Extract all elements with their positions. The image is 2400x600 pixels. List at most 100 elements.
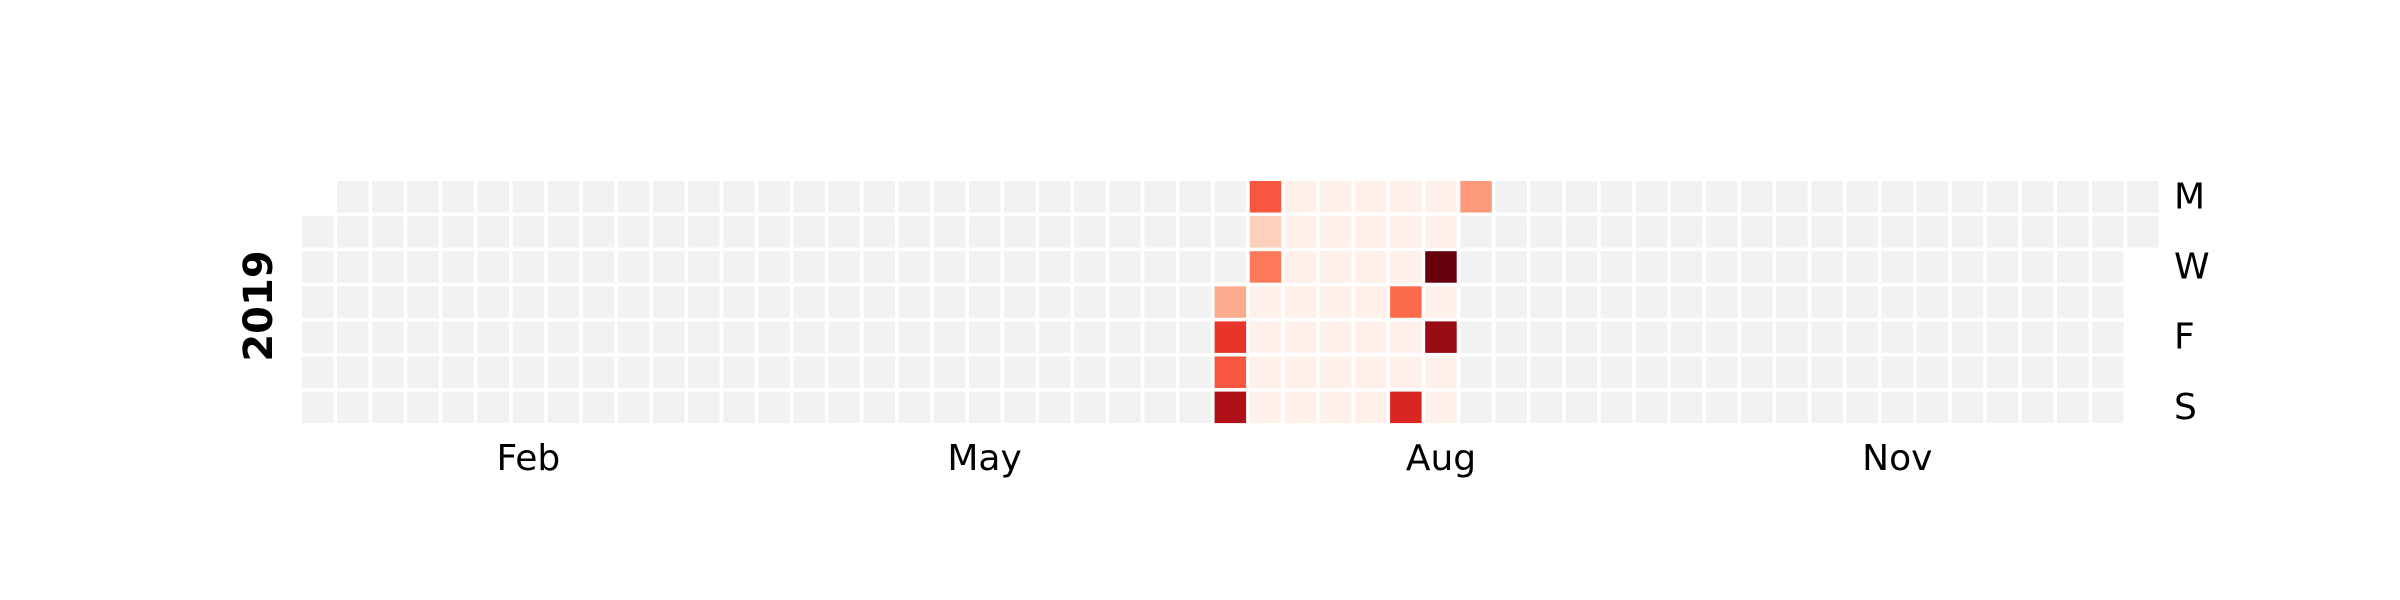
calendar-cell <box>1319 321 1352 353</box>
calendar-cell <box>1425 286 1457 318</box>
calendar-cell <box>442 391 474 424</box>
calendar-cell <box>1811 181 1843 213</box>
calendar-cell <box>933 286 966 318</box>
calendar-cell <box>863 286 896 318</box>
calendar-cell <box>863 181 896 213</box>
calendar-cell <box>1986 286 2019 318</box>
calendar-cell <box>653 356 685 388</box>
calendar-cell <box>582 251 615 283</box>
calendar-cell <box>1004 356 1036 388</box>
calendar-cell <box>1846 286 1878 318</box>
calendar-cell <box>582 216 615 248</box>
calendar-cell <box>617 286 650 318</box>
calendar-cell <box>968 216 1001 248</box>
calendar-cell <box>2021 216 2054 248</box>
calendar-cell <box>2021 251 2054 283</box>
calendar-cell <box>1600 321 1633 353</box>
calendar-cell <box>1530 356 1562 388</box>
calendar-cell <box>1881 251 1913 283</box>
calendar-cell <box>2057 321 2089 353</box>
month-label: May <box>947 438 1021 479</box>
calendar-cell <box>1284 251 1317 283</box>
calendar-cell <box>2021 391 2054 424</box>
calendar-cell <box>1670 286 1703 318</box>
calendar-cell <box>1355 321 1387 353</box>
calendar-cell <box>723 321 755 353</box>
calendar-cell <box>1249 356 1282 388</box>
calendar-cell <box>688 356 720 388</box>
calendar-cell <box>1881 321 1913 353</box>
calendar-cell <box>2127 216 2159 248</box>
calendar-cell <box>2092 216 2124 248</box>
calendar-cell <box>2021 321 2054 353</box>
calendar-cell <box>2092 356 2124 388</box>
calendar-cell <box>723 216 755 248</box>
calendar-cell <box>1635 216 1668 248</box>
calendar-cell <box>1074 251 1106 283</box>
calendar-cell <box>1881 181 1913 213</box>
calendar-cell <box>617 216 650 248</box>
calendar-cell <box>1144 251 1176 283</box>
calendar-cell <box>828 356 860 388</box>
calendar-cell <box>2092 286 2124 318</box>
calendar-cell <box>1635 181 1668 213</box>
calendar-cell <box>828 251 860 283</box>
calendar-cell <box>547 391 580 424</box>
calendar-cell <box>1741 286 1773 318</box>
calendar-cell <box>1355 356 1387 388</box>
calendar-cell <box>1635 251 1668 283</box>
calendar-cell <box>407 286 439 318</box>
calendar-cell <box>512 251 545 283</box>
calendar-cell <box>302 216 334 248</box>
calendar-cell <box>2092 321 2124 353</box>
calendar-cell <box>1495 251 1527 283</box>
calendar-cell <box>828 391 860 424</box>
calendar-cell <box>1565 391 1598 424</box>
calendar-cell <box>1214 356 1247 388</box>
calendar-cell <box>1670 391 1703 424</box>
calendar-cell <box>863 391 896 424</box>
calendar-cell <box>2092 391 2124 424</box>
calendar-cell <box>1916 391 1949 424</box>
calendar-cell <box>1284 321 1317 353</box>
calendar-cell <box>828 181 860 213</box>
calendar-cell <box>863 251 896 283</box>
month-label: Aug <box>1406 438 1476 479</box>
calendar-cell <box>1530 321 1562 353</box>
calendar-cell <box>1846 321 1878 353</box>
calendar-cell <box>1004 251 1036 283</box>
calendar-cell <box>933 181 966 213</box>
calendar-cell <box>1214 286 1247 318</box>
calendar-cell <box>1319 356 1352 388</box>
calendar-cell <box>582 286 615 318</box>
calendar-cell <box>1741 391 1773 424</box>
calendar-cell <box>1074 391 1106 424</box>
calendar-cell <box>1074 356 1106 388</box>
calendar-cell <box>1390 216 1422 248</box>
calendar-cell <box>1565 181 1598 213</box>
calendar-cells <box>302 181 2159 424</box>
calendar-cell <box>1530 251 1562 283</box>
calendar-cell <box>302 251 334 283</box>
calendar-cell <box>1916 286 1949 318</box>
calendar-cell <box>1495 356 1527 388</box>
calendar-cell <box>758 286 790 318</box>
calendar-cell <box>1249 181 1282 213</box>
calendar-cell <box>1565 286 1598 318</box>
calendar-cell <box>653 216 685 248</box>
calendar-cell <box>1846 181 1878 213</box>
calendar-cell <box>582 356 615 388</box>
calendar-cell <box>2092 181 2124 213</box>
calendar-cell <box>477 216 509 248</box>
calendar-cell <box>968 286 1001 318</box>
calendar-cell <box>1284 216 1317 248</box>
calendar-cell <box>1670 356 1703 388</box>
weekday-label: M <box>2174 176 2205 217</box>
calendar-cell <box>372 391 404 424</box>
calendar-cell <box>1179 356 1211 388</box>
calendar-cell <box>512 391 545 424</box>
calendar-cell <box>1635 321 1668 353</box>
calendar-cell <box>1319 286 1352 318</box>
calendar-cell <box>1425 181 1457 213</box>
